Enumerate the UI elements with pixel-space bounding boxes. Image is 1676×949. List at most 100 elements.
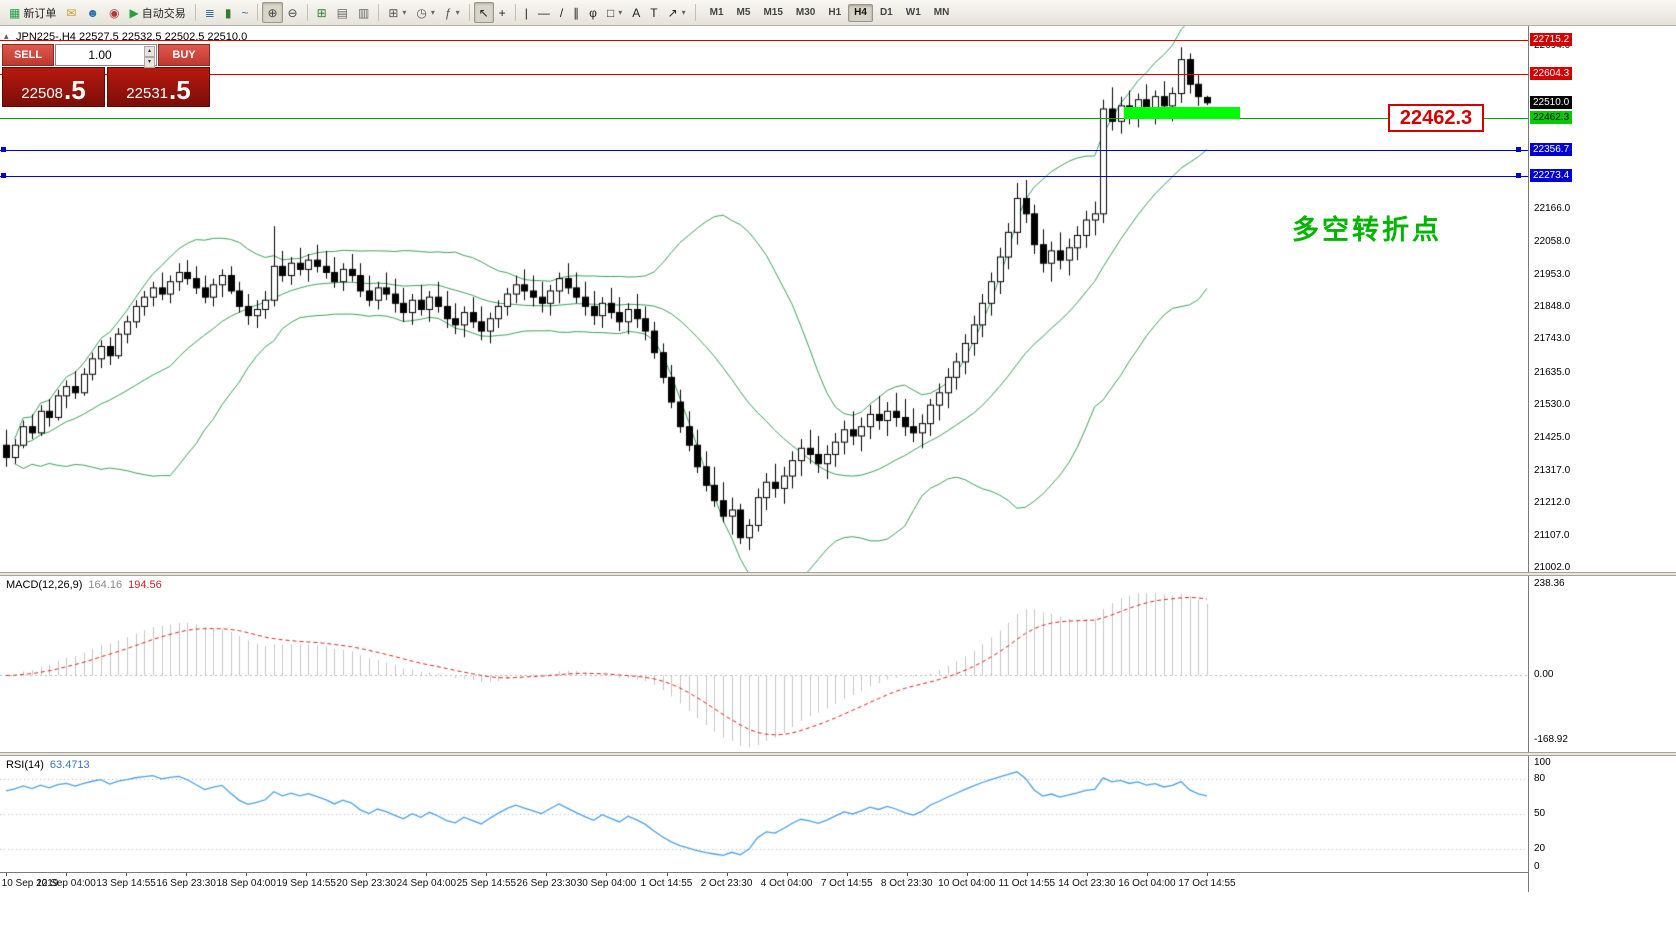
timeframe-h1[interactable]: H1 — [828, 6, 842, 18]
chevron-down-icon[interactable]: ▾ — [618, 8, 623, 17]
indicators-icon[interactable]: ƒ ▾ — [440, 2, 465, 23]
price-axis-tick: 22166.0 — [1534, 202, 1571, 214]
news-icon[interactable]: ◉ — [104, 2, 124, 23]
channel-icon[interactable]: ∥ — [568, 2, 584, 23]
candlestick-chart-icon[interactable]: ▮ — [220, 2, 237, 23]
new-chart-icon[interactable]: ⊞ ▾ — [383, 2, 411, 23]
zoom-in-icon[interactable]: ⊕ — [262, 2, 283, 23]
price-axis-tick: 21212.0 — [1534, 497, 1571, 509]
time-axis-label: 17 Oct 14:55 — [1178, 878, 1236, 889]
price-axis[interactable]: 22694.0 22166.0 22058.0 21953.0 21848.0 21743… — [1528, 26, 1676, 892]
chevron-down-icon[interactable]: ▾ — [402, 8, 407, 17]
time-axis-tick — [606, 873, 607, 876]
rsi-value: 63.4713 — [49, 759, 90, 771]
mailbox-icon[interactable]: ✉ — [61, 2, 81, 23]
horizontal-level-line-22356.7[interactable] — [0, 150, 1528, 152]
turning-point-note[interactable]: 多空转折点 — [1292, 215, 1442, 245]
time-axis-tick — [66, 873, 67, 876]
price-callout-label[interactable]: 22462.3 — [1388, 104, 1484, 132]
timeframe-h4[interactable]: H4 — [848, 3, 873, 22]
autotrading-button[interactable]: ▶ 自动交易 — [125, 2, 191, 23]
buy-price-box[interactable]: 22531 .5 — [107, 67, 210, 107]
timeframe-m15[interactable]: M15 — [763, 6, 783, 18]
timeframe-mn[interactable]: MN — [933, 6, 950, 18]
toolbar-separator — [468, 4, 470, 21]
cursor-icon[interactable]: ↖ — [473, 2, 494, 23]
macd-canvas[interactable] — [0, 576, 1528, 752]
collapse-icon[interactable]: ▴ — [4, 31, 9, 41]
one-click-trading-panel: SELL ▴ ▾ BUY 22508 .5 22531 .5 — [2, 44, 210, 107]
price-axis-tick: 22694.0 — [1534, 40, 1571, 52]
sell-button[interactable]: SELL — [2, 44, 54, 66]
toolbar-separator — [306, 4, 308, 21]
profiles-icon[interactable]: ◷ ▾ — [411, 2, 440, 23]
line-chart-icon: ~ — [241, 5, 249, 20]
line-handle[interactable] — [1, 147, 6, 153]
time-axis-label: 11 Oct 14:55 — [998, 878, 1056, 889]
toolbar-separator — [257, 4, 259, 21]
text-icon[interactable]: A — [627, 2, 645, 23]
time-axis-label: 10 Oct 04:00 — [938, 878, 996, 889]
line-handle[interactable] — [1516, 147, 1521, 153]
zoom-out-icon[interactable]: ⊖ — [283, 2, 303, 23]
panel-splitter[interactable] — [0, 752, 1676, 756]
autotrading-button-label: 自动交易 — [141, 7, 186, 20]
time-axis[interactable]: 10 Sep 2019 12 Sep 04:00 13 Sep 14:55 16 Se… — [0, 872, 1528, 892]
time-axis-label: 1 Oct 14:55 — [640, 878, 693, 889]
volume-input[interactable] — [56, 45, 156, 65]
time-axis-label: 16 Oct 04:00 — [1118, 878, 1176, 889]
time-axis-label: 24 Sep 04:00 — [396, 878, 457, 889]
timeframe-d1[interactable]: D1 — [879, 6, 893, 18]
tile-windows-icon: ⊞ — [316, 5, 327, 20]
chevron-down-icon[interactable]: ▾ — [430, 8, 435, 17]
chevron-down-icon[interactable]: ▾ — [681, 8, 686, 17]
rsi-canvas[interactable] — [0, 756, 1528, 872]
timeframe-m5[interactable]: M5 — [736, 6, 751, 18]
timeframe-m1[interactable]: M1 — [709, 6, 724, 18]
label-icon[interactable]: T — [645, 2, 662, 23]
buy-price-fraction: .5 — [169, 75, 191, 106]
autotrading-button: ▶ — [129, 5, 139, 20]
time-axis-label: 25 Sep 14:55 — [456, 878, 517, 889]
volume-down-icon[interactable]: ▾ — [144, 57, 155, 68]
profile-icon: ☻ — [86, 5, 100, 20]
bars-chart-icon[interactable]: ≣ — [200, 2, 220, 23]
price-axis-tick: 21953.0 — [1534, 268, 1571, 280]
line-handle[interactable] — [1516, 172, 1521, 178]
line-handle[interactable] — [1, 172, 6, 178]
timeframe-w1[interactable]: W1 — [905, 6, 921, 18]
toolbar-separator — [694, 4, 696, 21]
arrows-icon[interactable]: ↗ ▾ — [663, 2, 691, 23]
arrange-windows-icon[interactable]: ▥ — [353, 2, 374, 23]
profile-icon[interactable]: ☻ — [81, 2, 104, 23]
time-axis-tick — [426, 873, 427, 876]
horizontal-level-line-22715.2[interactable] — [0, 39, 1528, 41]
crosshair-icon[interactable]: + — [494, 2, 511, 23]
horizontal-level-line-22462.3[interactable] — [0, 117, 1528, 119]
volume-up-icon[interactable]: ▴ — [144, 46, 155, 57]
horizontal-level-line-22273.4[interactable] — [0, 175, 1528, 177]
buy-button[interactable]: BUY — [158, 44, 210, 66]
new-order-button[interactable]: ▦ 新订单 — [4, 2, 61, 23]
macd-value-main: 164.16 — [88, 579, 123, 591]
cascade-windows-icon[interactable]: ▤ — [332, 2, 353, 23]
horizontal-level-line-22604.3[interactable] — [0, 73, 1528, 75]
vertical-line-icon[interactable]: | — [520, 2, 533, 23]
price-chart-canvas[interactable] — [0, 26, 1528, 572]
trendline-icon: / — [559, 5, 564, 20]
toolbar-separator — [514, 4, 516, 21]
sell-price-box[interactable]: 22508 .5 — [2, 67, 105, 107]
highlight-rectangle[interactable] — [1124, 106, 1240, 120]
line-chart-icon[interactable]: ~ — [236, 2, 253, 23]
chevron-down-icon[interactable]: ▾ — [455, 8, 460, 17]
time-axis-tick — [847, 873, 848, 876]
tile-windows-icon[interactable]: ⊞ — [312, 2, 332, 23]
shapes-icon[interactable]: □ ▾ — [602, 2, 627, 23]
panel-splitter[interactable] — [0, 572, 1676, 576]
time-axis-tick — [126, 873, 127, 876]
fibonacci-icon[interactable]: φ — [584, 2, 602, 23]
trendline-icon[interactable]: / — [555, 2, 568, 23]
timeframe-m30[interactable]: M30 — [795, 6, 816, 18]
horizontal-line-icon[interactable]: — — [533, 2, 555, 23]
